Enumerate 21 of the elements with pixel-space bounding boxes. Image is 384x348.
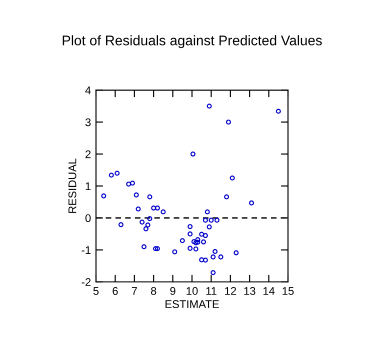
y-tick-label: 4 bbox=[85, 86, 91, 94]
y-axis-title: RESIDUAL bbox=[68, 158, 76, 213]
x-tick-label: 13 bbox=[244, 287, 256, 295]
y-tick-label: 3 bbox=[85, 118, 91, 126]
y-tick-label: 2 bbox=[86, 150, 91, 158]
x-axis-title: ESTIMATE bbox=[166, 300, 219, 308]
y-tick-label: 1 bbox=[86, 182, 91, 190]
x-tick-label: 6 bbox=[112, 287, 118, 295]
x-tick-label: 14 bbox=[263, 287, 275, 295]
chart-title: Plot of Residuals against Predicted Values bbox=[62, 35, 322, 48]
x-tick-label: 5 bbox=[93, 287, 99, 295]
x-tick-label: 12 bbox=[225, 287, 236, 295]
y-tick-label: -2 bbox=[82, 278, 91, 286]
x-tick-label: 15 bbox=[282, 287, 294, 295]
x-tick-label: 9 bbox=[170, 287, 176, 295]
y-tick-label: -1 bbox=[82, 246, 91, 254]
y-tick-label: 0 bbox=[85, 214, 91, 222]
x-tick-label: 11 bbox=[206, 287, 216, 295]
x-tick-label: 7 bbox=[132, 287, 137, 295]
x-tick-label: 8 bbox=[150, 287, 156, 295]
x-tick-label: 10 bbox=[186, 287, 198, 295]
